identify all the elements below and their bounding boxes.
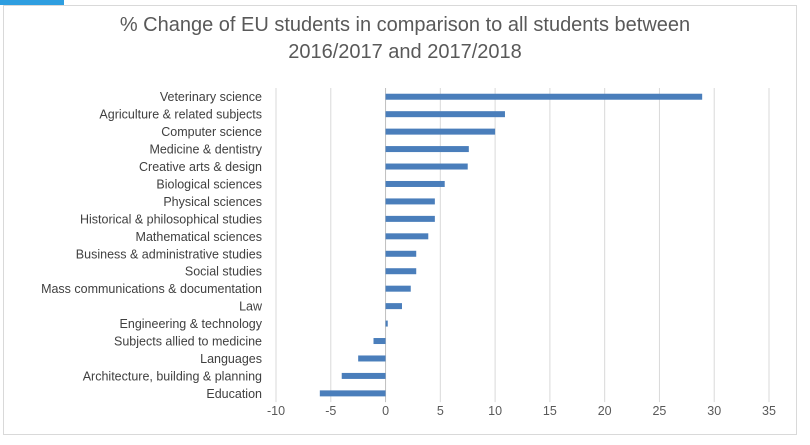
x-tick-label: 30 (707, 404, 721, 418)
category-label: Business & administrative studies (76, 247, 262, 261)
category-label: Medicine & dentistry (149, 143, 262, 157)
bar (385, 111, 505, 118)
category-label: Mathematical sciences (136, 230, 262, 244)
x-tick-label: 20 (598, 404, 612, 418)
gridlines (275, 88, 770, 403)
x-tick-label: 10 (488, 404, 502, 418)
bar (341, 372, 386, 379)
category-label: Architecture, building & planning (83, 369, 262, 383)
bar (385, 198, 435, 205)
x-tick-label: 35 (762, 404, 776, 418)
bar (385, 268, 417, 275)
category-labels: Veterinary science Agriculture & related … (41, 90, 263, 401)
chart-title-line-1: % Change of EU students in comparison to… (119, 14, 691, 36)
x-tick-label: 5 (437, 404, 444, 418)
chart-title: % Change of EU students in comparison to… (0, 12, 810, 66)
bar (358, 355, 386, 362)
bar (373, 338, 386, 345)
bar (319, 390, 386, 397)
bar (385, 285, 411, 292)
x-tick-label: 15 (543, 404, 557, 418)
category-label: Creative arts & design (139, 160, 262, 174)
accent-tab (0, 0, 64, 5)
x-tick-label: 25 (652, 404, 666, 418)
category-label: Subjects allied to medicine (114, 335, 262, 349)
category-label: Mass communications & documentation (41, 282, 262, 296)
category-label: Agriculture & related subjects (99, 108, 262, 122)
chart-title-line-2: 2016/2017 and 2017/2018 (288, 41, 522, 63)
category-label: Engineering & technology (120, 317, 263, 331)
bar (385, 233, 429, 240)
x-tick-label: -10 (267, 404, 285, 418)
category-label: Physical sciences (163, 195, 262, 209)
bar (385, 180, 445, 187)
bar (385, 303, 402, 310)
category-label: Biological sciences (156, 177, 262, 191)
category-label: Historical & philosophical studies (80, 212, 262, 226)
category-label: Social studies (185, 265, 262, 279)
bar (385, 163, 468, 170)
bar (385, 128, 496, 135)
category-label: Veterinary science (160, 90, 262, 104)
category-label: Languages (200, 352, 262, 366)
bar (385, 215, 435, 222)
x-tick-labels: -10 -5 0 5 10 15 20 25 30 35 (267, 404, 776, 418)
x-tick-label: -5 (325, 404, 336, 418)
bar (385, 250, 417, 257)
bar (385, 320, 388, 327)
bars (319, 93, 703, 397)
bar (385, 93, 703, 100)
category-label: Education (206, 387, 262, 401)
category-label: Law (239, 300, 263, 314)
bar (385, 146, 469, 153)
category-label: Computer science (161, 125, 262, 139)
x-tick-label: 0 (382, 404, 389, 418)
